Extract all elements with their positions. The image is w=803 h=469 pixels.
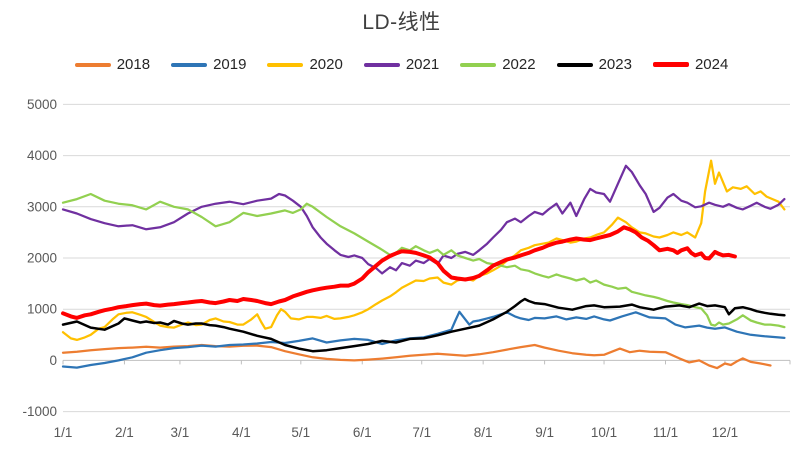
legend-item-2018: 2018 (74, 56, 151, 73)
x-axis-label: 11/1 (653, 425, 678, 440)
y-axis-label: 2000 (27, 251, 57, 266)
x-axis-label: 1/1 (54, 425, 73, 440)
x-axis-label: 2/1 (115, 425, 134, 440)
legend-swatch-2021 (363, 62, 400, 67)
series-line-2022 (61, 192, 786, 329)
legend-label-2023: 2023 (598, 56, 632, 73)
y-axis-label: 3000 (27, 199, 57, 214)
x-axis-labels: 1/1 2/1 3/1 4/1 5/1 6/1 7/1 8/1 9/1 10/1 11/1 12/1 (54, 425, 738, 440)
y-axis-labels: 5000 4000 3000 2000 1000 0 -1000 (22, 97, 57, 419)
legend-swatch-2019 (171, 62, 208, 67)
legend-label-2024: 2024 (694, 56, 729, 73)
legend-item-2020: 2020 (267, 56, 343, 73)
legend-item-2021: 2021 (363, 56, 440, 73)
chart-title: LD-线性 (362, 11, 441, 34)
legend-item-2023: 2023 (556, 56, 632, 73)
x-axis-label: 6/1 (353, 425, 372, 440)
series-line-2019 (61, 310, 786, 369)
x-axis-label: 7/1 (412, 425, 431, 440)
series-line-2024 (61, 225, 737, 320)
y-axis-label: 4000 (27, 148, 57, 163)
x-axis-label: 4/1 (232, 425, 251, 440)
legend-label-2021: 2021 (405, 56, 440, 73)
chart-legend: 2018 2019 2020 2021 2022 2023 2024 (0, 56, 803, 73)
gridlines (63, 103, 790, 413)
legend-swatch-2020 (267, 62, 304, 67)
series-line-2020 (61, 159, 786, 342)
legend-item-2022: 2022 (460, 56, 536, 73)
legend-swatch-2023 (556, 62, 593, 67)
y-axis-label: -1000 (22, 404, 57, 419)
x-axis (62, 359, 791, 365)
series-line-2023 (61, 297, 786, 353)
y-axis-label: 5000 (27, 97, 57, 112)
legend-swatch-2024 (652, 62, 689, 67)
legend-label-2022: 2022 (502, 56, 536, 73)
legend-item-2024: 2024 (652, 56, 729, 73)
legend-item-2019: 2019 (171, 56, 246, 73)
legend-swatch-2022 (460, 62, 497, 67)
x-axis-label: 3/1 (171, 425, 190, 440)
x-axis-label: 9/1 (535, 425, 554, 440)
legend-label-2020: 2020 (309, 56, 343, 73)
y-axis-label: 0 (49, 353, 57, 368)
legend-label-2018: 2018 (116, 56, 151, 73)
y-axis-label: 1000 (27, 302, 57, 317)
legend-label-2019: 2019 (213, 56, 247, 73)
series-line-2021 (61, 164, 786, 275)
x-axis-label: 8/1 (474, 425, 493, 440)
x-axis-label: 5/1 (291, 425, 310, 440)
legend-swatch-2018 (74, 62, 111, 67)
x-axis-label: 10/1 (591, 425, 617, 440)
x-axis-label: 12/1 (712, 425, 738, 440)
